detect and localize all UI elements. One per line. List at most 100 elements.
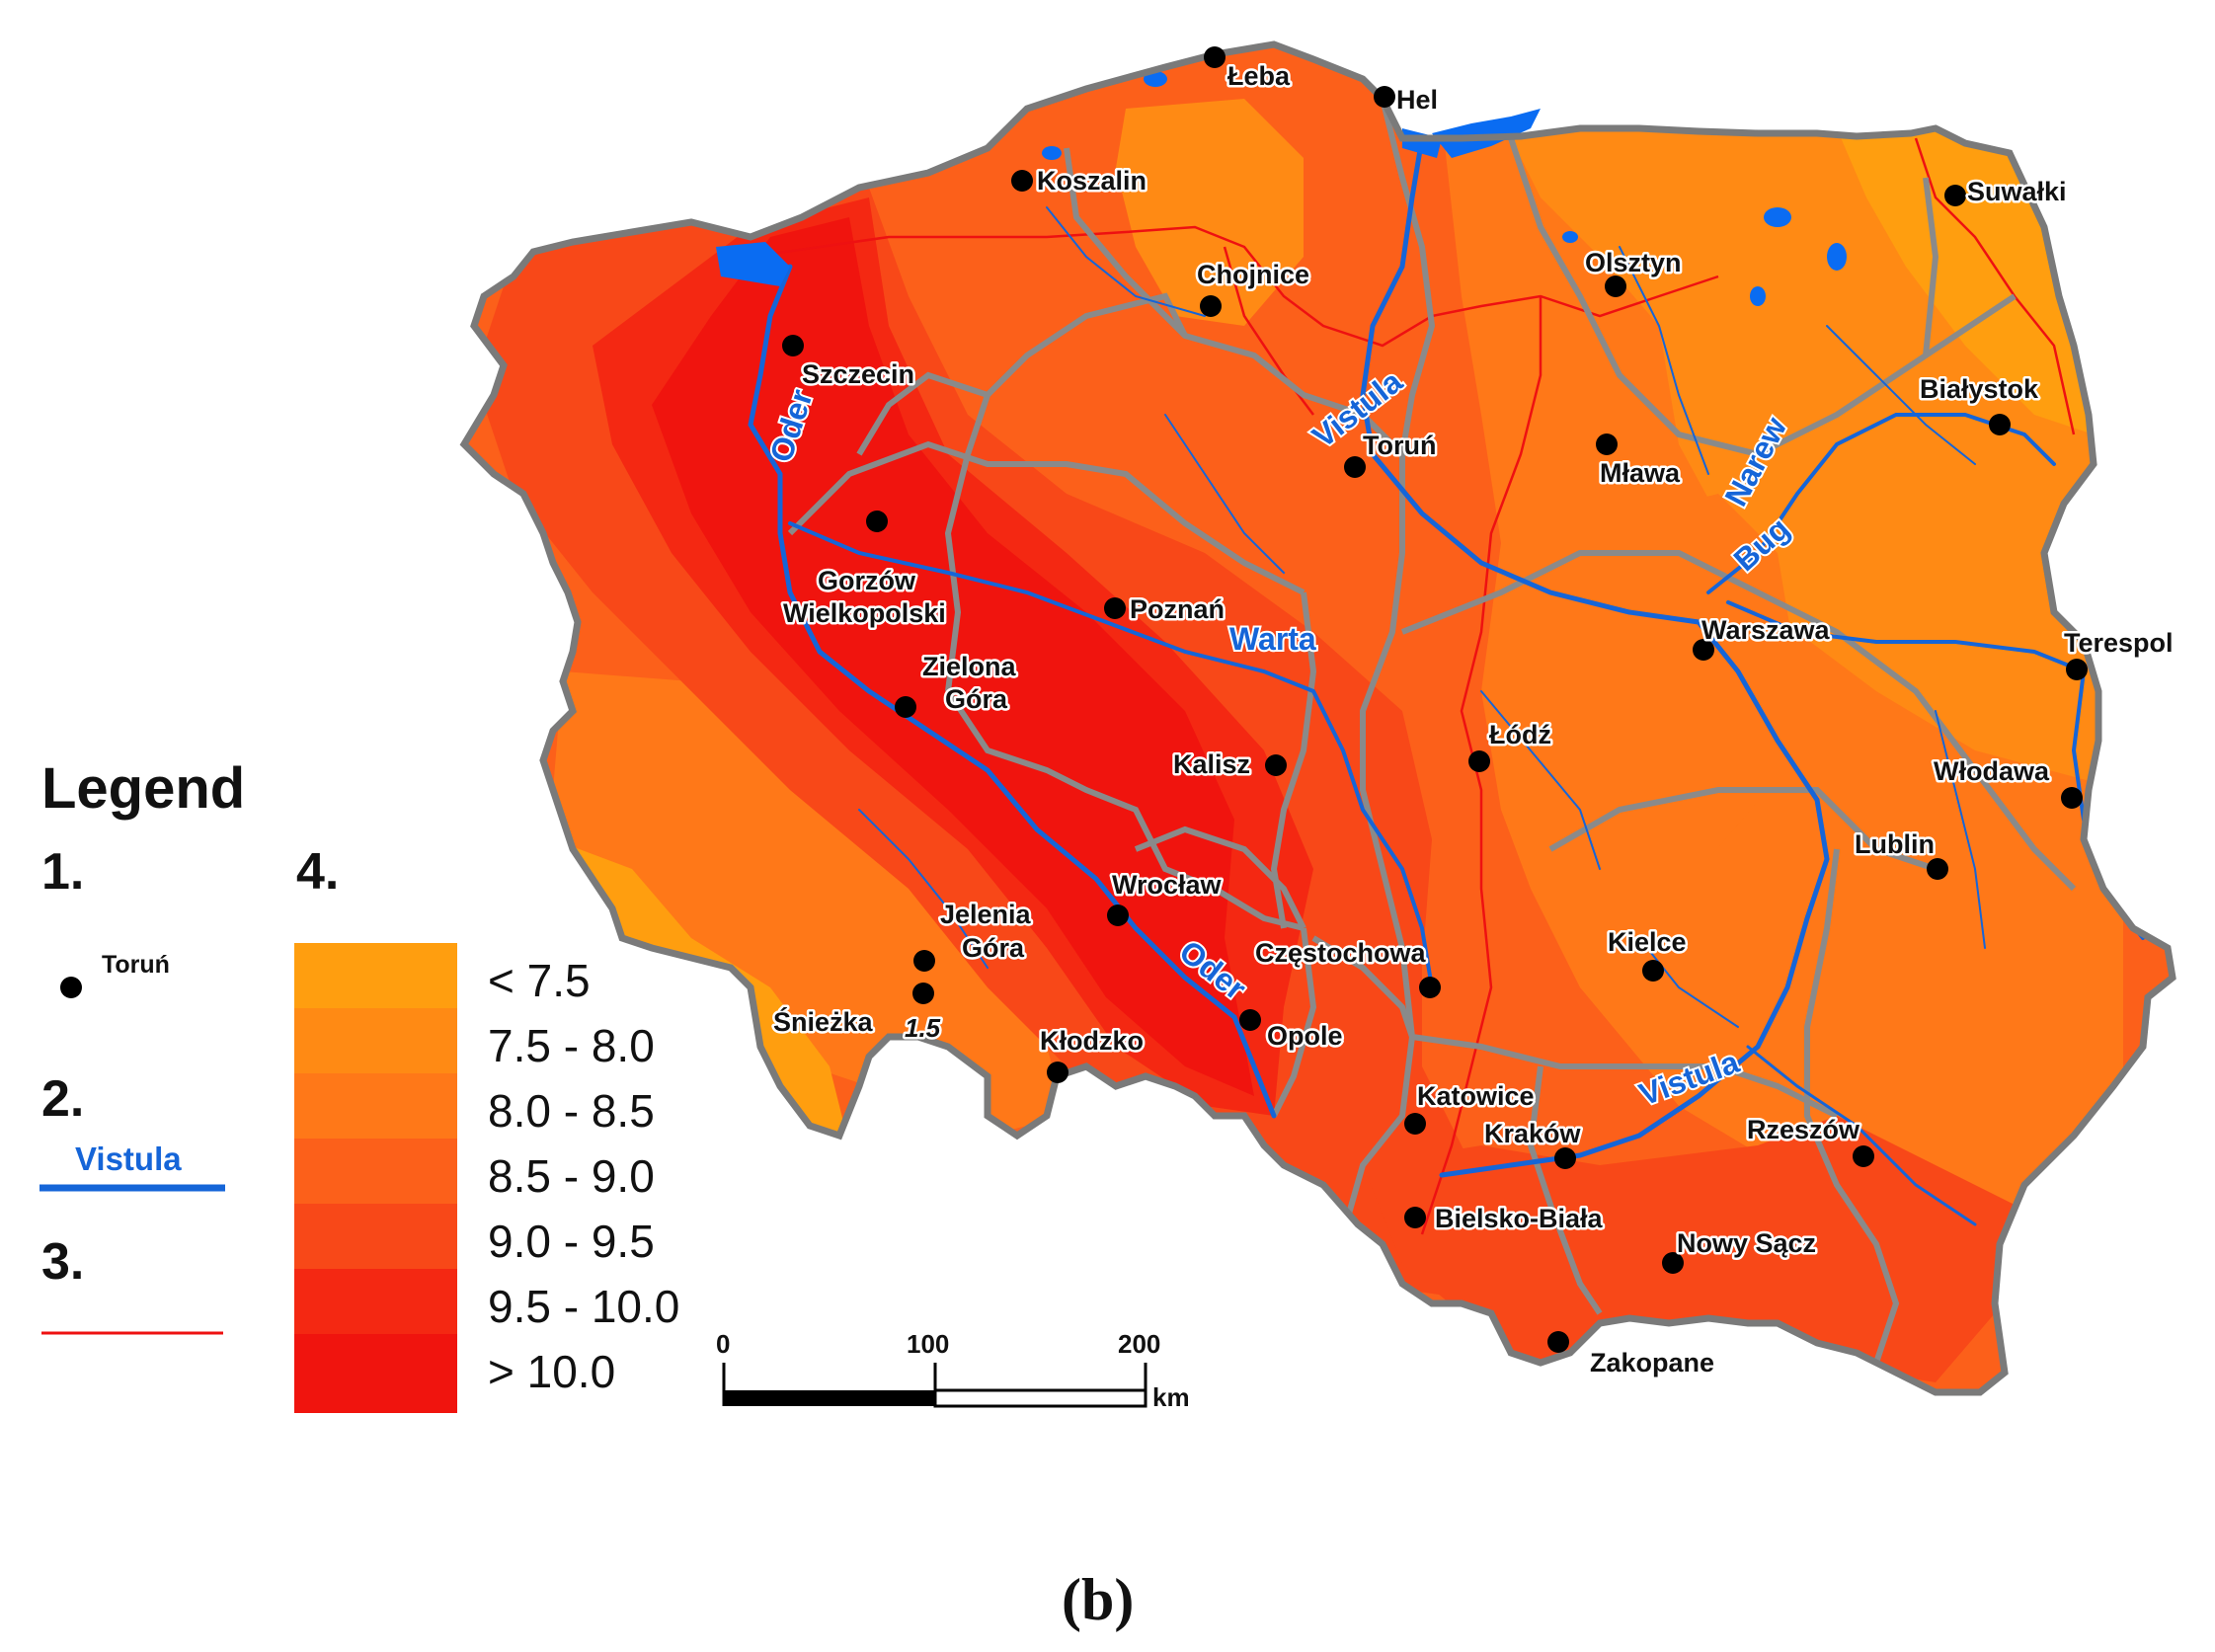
legend-city-example: Toruń [102,951,170,979]
city-dot-olsztyn [1605,275,1626,297]
city-label-klodzko: Kłodzko [1040,1026,1144,1056]
city-label-kalisz: Kalisz [1173,749,1250,779]
city-dot-suwalki [1944,185,1966,206]
city-dot-gorzow [866,511,888,532]
sniezka-value-label: 1.5 [905,1013,941,1043]
city-label-warszawa: Warszawa [1701,615,1831,645]
city-dot-zielona-gora [895,696,916,718]
city-label-poznan: Poznań [1130,594,1225,624]
city-dot-wlodawa [2061,787,2083,809]
city-label-lublin: Lublin [1855,829,1935,859]
legend-class-8-0-8-5: 8.0 - 8.5 [488,1085,655,1137]
city-label-opole: Opole [1267,1021,1343,1051]
city-label-wroclaw: Wrocław [1112,870,1223,900]
figure-caption: (b) [1062,1567,1134,1632]
city-dot-mlawa [1596,433,1618,455]
scale-label-100: 100 [907,1329,949,1359]
city-label-chojnice: Chojnice [1197,260,1309,289]
city-dot-sniezka [912,983,934,1004]
city-label-mlawa: Mława [1600,458,1681,488]
city-dot-rzeszow [1853,1145,1874,1167]
legend: Legend 1. Toruń 2. Vistula 3. 4. < 7.5 7… [40,756,679,1413]
scale-label-0: 0 [716,1329,730,1359]
city-label-krakow: Kraków [1484,1119,1582,1148]
city-dot-krakow [1554,1147,1576,1169]
city-dot-jelenia-gora [913,950,935,972]
city-label-czestochowa: Częstochowa [1255,938,1427,968]
city-label-gorzow-line1: Gorzów [818,566,916,595]
legend-item-2-number: 2. [41,1070,84,1128]
city-dot-warszawa [1693,639,1714,661]
city-dot-leba [1204,46,1226,68]
city-dot-nowy-sacz [1662,1252,1684,1274]
city-label-torun: Toruń [1363,431,1436,460]
legend-swatch-7-5-8-0 [294,1008,457,1073]
city-dot-zakopane [1547,1331,1569,1353]
vistula-river [1360,135,1830,1178]
city-label-lodz: Łódź [1489,720,1551,749]
city-dot-poznan [1104,597,1126,619]
river-label-warta: Warta [1229,621,1316,657]
scale-unit: km [1152,1382,1190,1412]
voivodeship-borders [787,98,2077,1364]
city-label-suwalki: Suwałki [1967,177,2067,206]
city-label-jelenia-line1: Jelenia [940,900,1032,929]
city-dot-bielsko-biala [1404,1207,1426,1228]
city-label-olsztyn: Olsztyn [1585,248,1682,277]
san-river [1746,1045,1977,1226]
scale-segment-white [933,1388,1147,1408]
city-dot-kalisz [1265,754,1287,776]
city-dot-chojnice [1200,295,1222,317]
narew-bug-river [1706,413,2056,594]
legend-class-gt-10-0: > 10.0 [488,1346,615,1397]
legend-class-9-0-9-5: 9.0 - 9.5 [488,1216,655,1267]
city-label-zielona-line2: Góra [945,684,1008,714]
scale-segment-black [724,1390,935,1406]
city-label-wlodawa: Włodawa [1934,756,2050,786]
city-label-katowice: Katowice [1417,1081,1535,1111]
city-dot-lublin [1927,858,1948,880]
city-label-kielce: Kielce [1608,927,1687,957]
city-dot-kielce [1642,960,1664,982]
city-label-gorzow-line2: Wielkopolski [783,598,946,628]
city-label-bialystok: Białystok [1920,374,2039,404]
warta-river [788,521,1434,989]
legend-swatch-gt-10-0 [294,1334,457,1413]
city-label-terespol: Terespol [2064,628,2174,658]
city-dot-hel [1374,86,1395,108]
legend-title: Legend [41,756,245,821]
scale-bar: 0 100 200 km [716,1329,1190,1412]
vistula-lagoon [1432,109,1541,158]
legend-item-4-number: 4. [296,843,339,901]
city-label-hel: Hel [1396,85,1438,115]
legend-class-8-5-9-0: 8.5 - 9.0 [488,1150,655,1202]
city-dot-terespol [2066,659,2088,680]
legend-class-9-5-10-0: 9.5 - 10.0 [488,1281,679,1332]
city-label-nowy-sacz: Nowy Sącz [1677,1228,1816,1258]
city-label-zielona-line1: Zielona [922,652,1016,681]
city-label-rzeszow: Rzeszów [1747,1115,1860,1144]
zone-9-0-9-5-south [1363,1116,2015,1382]
legend-swatch-8-5-9-0 [294,1139,457,1204]
city-label-zakopane: Zakopane [1590,1348,1714,1377]
legend-river-example: Vistula [75,1141,182,1177]
legend-class-7-5-8-0: 7.5 - 8.0 [488,1020,655,1071]
city-dot-koszalin [1011,170,1033,192]
zone-7-5-8-0-pomerania [1116,99,1304,326]
city-label-sniezka: Śnieżka [773,1006,874,1037]
city-dot-czestochowa [1419,977,1441,998]
catchment-boundaries [750,137,2076,1235]
zone-8-0-8-5-warszawa [1620,494,1797,859]
city-dot-lodz [1468,750,1490,772]
legend-item-3-number: 3. [41,1233,84,1291]
legend-swatch-9-5-10-0 [294,1269,457,1334]
legend-item-1-number: 1. [41,843,84,901]
city-label-bielsko-biala: Bielsko-Biała [1435,1204,1604,1233]
city-markers [782,46,2088,1353]
legend-swatch-8-0-8-5 [294,1073,457,1139]
legend-swatch-9-0-9-5 [294,1204,457,1269]
scale-label-200: 200 [1118,1329,1160,1359]
legend-swatch-lt-7-5 [294,943,457,1008]
city-label-jelenia-line2: Góra [962,933,1025,963]
